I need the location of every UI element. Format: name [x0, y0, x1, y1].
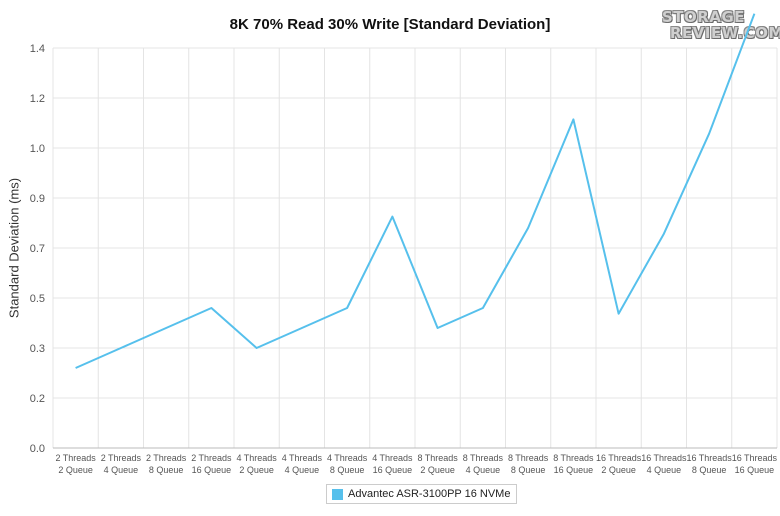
x-tick-label: 2 Threads 2 Queue — [55, 453, 96, 475]
chart-title: 8K 70% Read 30% Write [Standard Deviatio… — [229, 16, 551, 33]
x-tick-label: 8 Threads 16 Queue — [553, 453, 594, 475]
legend-swatch — [332, 488, 343, 500]
x-tick-label: 4 Threads 8 Queue — [327, 453, 368, 475]
legend-label: Advantec ASR-3100PP 16 NVMe — [348, 488, 511, 500]
x-tick-label: 8 Threads 2 Queue — [417, 453, 458, 475]
y-tick-label: 0.7 — [30, 243, 45, 255]
logo-line-2: REVIEW.COM — [670, 24, 780, 42]
line-chart: 0.0 0.2 0.3 0.5 0.7 0.9 1.0 1.2 1.4 2 Threads 2 Q… — [30, 13, 778, 475]
series-line — [75, 13, 756, 369]
y-tick-label: 0.3 — [30, 343, 45, 355]
x-tick-label: 16 Threads 4 Queue — [641, 453, 687, 475]
x-tick-label: 16 Threads 2 Queue — [596, 453, 642, 475]
x-tick-label: 2 Threads 8 Queue — [146, 453, 187, 475]
x-tick-label: 2 Threads 16 Queue — [191, 453, 232, 475]
y-tick-label: 0.2 — [30, 393, 45, 405]
storagereview-logo: STORAGE REVIEW.COM — [652, 6, 780, 46]
x-tick-label: 16 Threads 16 Queue — [732, 453, 778, 475]
x-tick-label: 4 Threads 4 Queue — [282, 453, 323, 475]
x-tick-label: 4 Threads 2 Queue — [236, 453, 277, 475]
y-tick-label: 0.9 — [30, 193, 45, 205]
x-tick-label: 2 Threads 4 Queue — [101, 453, 142, 475]
logo-line-1: STORAGE — [662, 8, 746, 26]
grid — [52, 47, 778, 449]
y-tick-label: 0.5 — [30, 293, 45, 305]
y-tick-label: 1.2 — [30, 93, 45, 105]
x-tick-label: 8 Threads 4 Queue — [463, 453, 504, 475]
series-group — [75, 13, 756, 369]
y-tick-label: 0.0 — [30, 443, 45, 455]
y-tick-label: 1.4 — [30, 43, 45, 55]
x-tick-label: 4 Threads 16 Queue — [372, 453, 413, 475]
y-tick-label: 1.0 — [30, 143, 45, 155]
x-tick-label: 8 Threads 8 Queue — [508, 453, 549, 475]
legend[interactable]: Advantec ASR-3100PP 16 NVMe — [326, 484, 518, 504]
y-tick-labels: 0.0 0.2 0.3 0.5 0.7 0.9 1.0 1.2 1.4 — [30, 43, 45, 455]
x-tick-label: 16 Threads 8 Queue — [686, 453, 732, 475]
